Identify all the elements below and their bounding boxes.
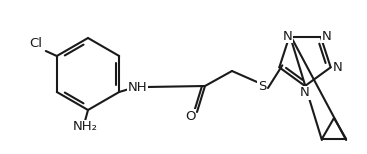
Text: S: S (258, 79, 266, 93)
Text: NH₂: NH₂ (73, 120, 98, 134)
Text: O: O (185, 109, 195, 122)
Text: NH: NH (127, 81, 147, 93)
Text: Cl: Cl (29, 36, 42, 49)
Text: N: N (333, 61, 342, 74)
Text: N: N (282, 30, 292, 43)
Text: N: N (322, 30, 332, 43)
Text: N: N (300, 87, 310, 99)
